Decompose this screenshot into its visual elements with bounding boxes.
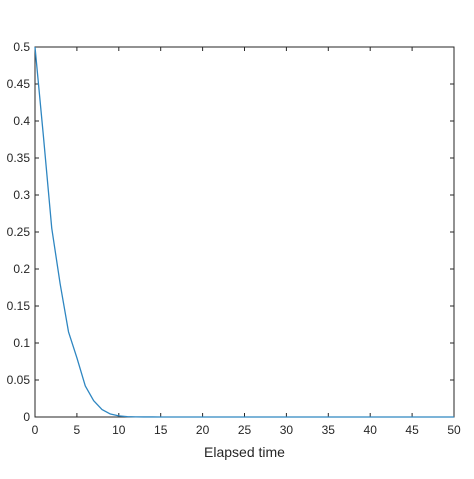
x-tick-label: 45 xyxy=(405,423,419,437)
y-tick-label: 0 xyxy=(23,410,30,424)
y-tick-label: 0.4 xyxy=(13,114,30,128)
x-tick-label: 50 xyxy=(447,423,461,437)
y-tick-label: 0.3 xyxy=(13,188,30,202)
x-tick-label: 0 xyxy=(32,423,39,437)
y-tick-label: 0.45 xyxy=(7,77,31,91)
y-tick-label: 0.15 xyxy=(7,299,31,313)
x-tick-label: 20 xyxy=(196,423,210,437)
y-tick-label: 0.05 xyxy=(7,373,31,387)
series-layer xyxy=(34,46,454,418)
y-tick-label: 0.5 xyxy=(13,40,30,54)
x-tick-label: 30 xyxy=(280,423,294,437)
x-tick-label: 40 xyxy=(364,423,378,437)
x-tick-label: 35 xyxy=(322,423,336,437)
y-tick-label: 0.2 xyxy=(13,262,30,276)
axes xyxy=(34,46,455,418)
x-tick-label: 5 xyxy=(74,423,81,437)
y-axis-ticks: 0 0.05 0.1 0.15 0.2 0.25 0.3 0.35 0.4 0.45 0.5 xyxy=(7,40,454,424)
x-tick-label: 15 xyxy=(154,423,168,437)
x-axis-ticks: 0 5 10 15 20 25 30 35 40 45 50 xyxy=(32,47,461,437)
y-tick-label: 0.25 xyxy=(7,225,31,239)
x-axis-label: Elapsed time xyxy=(204,444,285,460)
y-tick-label: 0.35 xyxy=(7,151,31,165)
x-tick-label: 10 xyxy=(112,423,126,437)
y-tick-label: 0.1 xyxy=(13,336,30,350)
x-tick-label: 25 xyxy=(238,423,252,437)
series-line-0 xyxy=(34,46,454,418)
plot-frame xyxy=(34,46,455,418)
